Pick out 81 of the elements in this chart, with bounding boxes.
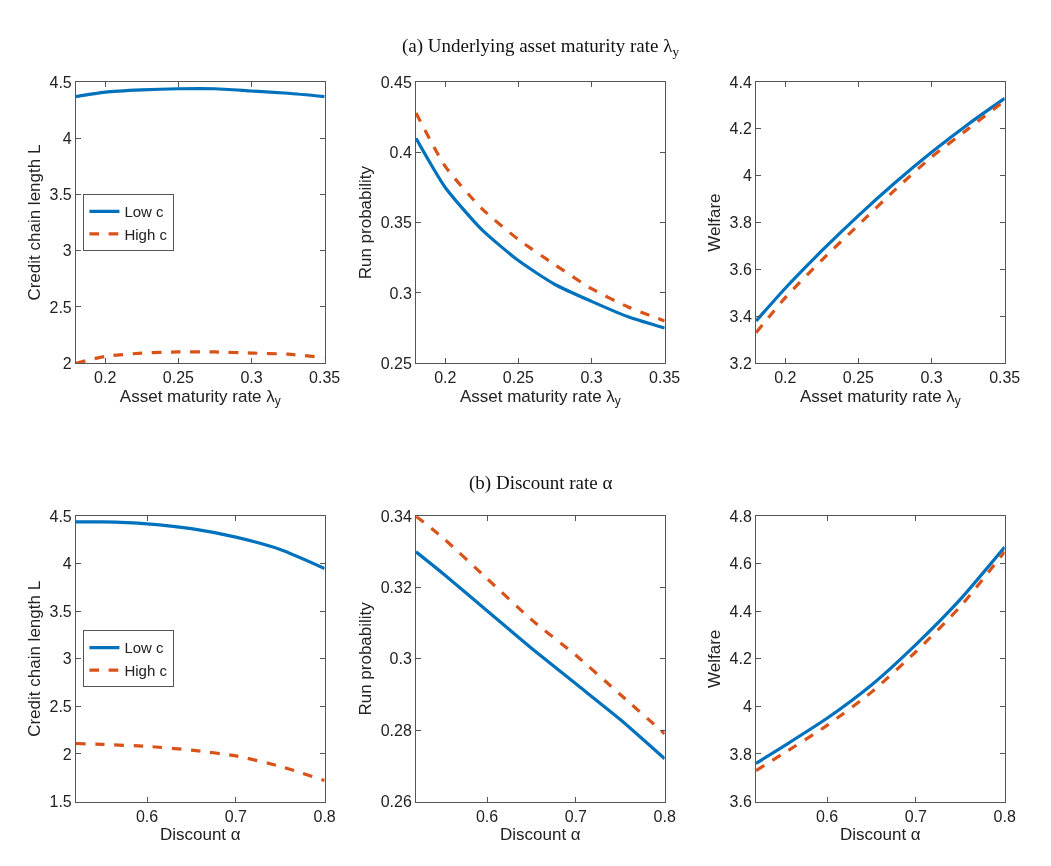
y-tick-label: 3 <box>62 650 72 668</box>
x-axis-title: Asset maturity rate λ$_{y}$ <box>119 386 281 409</box>
y-axis-title: Welfare <box>705 629 725 688</box>
y-tick-label: 4.4 <box>729 602 752 620</box>
y-tick-label: 0.32 <box>380 579 412 597</box>
y-tick-label: 3.5 <box>49 602 72 620</box>
x-axis-title: Discount α <box>499 825 581 845</box>
y-tick-label: 4 <box>62 555 72 573</box>
x-tick-label: 0.25 <box>842 369 875 387</box>
y-tick-label: 4 <box>742 167 752 185</box>
y-tick-label: 2 <box>62 745 72 763</box>
x-tick-label: 0.25 <box>162 369 195 387</box>
x-tick-label: 0.35 <box>309 369 341 387</box>
y-tick-label: 0.34 <box>380 507 412 525</box>
x-tick-label: 0.3 <box>920 369 943 387</box>
y-tick-label: 0.35 <box>380 214 412 232</box>
y-tick-label: 3.6 <box>729 793 752 811</box>
x-tick-label: 0.2 <box>774 369 797 387</box>
line-series <box>75 741 325 783</box>
x-tick-label: 0.35 <box>649 369 681 387</box>
legend-label: Low c <box>124 639 165 657</box>
y-tick-label: 4 <box>62 129 72 147</box>
y-tick-label: 0.45 <box>380 73 412 91</box>
chart-title: (a) Underlying asset maturity rate λ$_{y}$ <box>402 35 680 59</box>
y-tick-label: 3.8 <box>729 214 752 232</box>
y-tick-label: 4 <box>742 698 752 716</box>
chart-title: (b) Discount rate α <box>469 472 613 494</box>
y-tick-label: 2 <box>62 354 72 372</box>
x-axis-title: Asset maturity rate λ$_{y}$ <box>799 386 961 409</box>
x-tick-label: 0.2 <box>94 369 117 387</box>
x-tick-label: 0.8 <box>313 807 336 825</box>
line-series <box>75 520 325 571</box>
y-axis-title: Credit chain length L <box>25 580 45 737</box>
y-tick-label: 1.5 <box>49 793 72 811</box>
y-tick-label: 3.5 <box>49 186 72 204</box>
y-tick-label: 4.4 <box>729 73 752 91</box>
x-tick-label: 0.6 <box>475 807 499 825</box>
x-tick-label: 0.8 <box>653 807 676 825</box>
y-axis-title: Welfare <box>705 193 725 252</box>
y-tick-label: 4.8 <box>729 507 752 525</box>
y-tick-label: 3.2 <box>729 354 752 372</box>
y-tick-label: 2.5 <box>49 698 72 716</box>
y-tick-label: 3.4 <box>729 307 752 325</box>
x-tick-label: 0.8 <box>993 807 1016 825</box>
y-tick-label: 3.6 <box>729 261 752 279</box>
y-axis-title: Run probability <box>356 601 376 716</box>
x-tick-label: 0.3 <box>580 369 603 387</box>
y-tick-label: 4.2 <box>729 650 752 668</box>
x-tick-label: 0.35 <box>989 369 1021 387</box>
y-tick-label: 0.25 <box>380 354 412 372</box>
y-axis-title: Credit chain length L <box>25 144 45 301</box>
line-series <box>416 550 665 761</box>
x-axis-title: Asset maturity rate λ$_{y}$ <box>459 386 621 409</box>
x-tick-label: 0.2 <box>434 369 457 387</box>
x-tick-label: 0.6 <box>135 807 159 825</box>
x-axis-title: Discount α <box>159 825 241 845</box>
x-tick-label: 0.25 <box>502 369 535 387</box>
y-tick-label: 4.2 <box>729 120 752 138</box>
x-tick-label: 0.7 <box>224 807 248 825</box>
y-tick-label: 3.8 <box>729 745 752 763</box>
x-tick-label: 0.7 <box>904 807 928 825</box>
line-series <box>416 516 665 736</box>
x-tick-label: 0.3 <box>240 369 263 387</box>
x-axis-title: Discount α <box>840 825 921 845</box>
y-axis-title: Run probability <box>356 165 376 280</box>
y-tick-label: 4.5 <box>49 507 72 525</box>
y-tick-label: 0.3 <box>389 650 412 668</box>
legend-label: Low c <box>124 203 165 221</box>
legend-label: High c <box>124 225 168 243</box>
y-tick-label: 4.6 <box>729 555 752 573</box>
y-tick-label: 3 <box>62 242 72 260</box>
y-tick-label: 2.5 <box>49 298 72 316</box>
y-tick-label: 0.26 <box>380 793 412 811</box>
legend-label: High c <box>124 661 168 679</box>
x-tick-label: 0.7 <box>564 807 588 825</box>
line-series <box>75 87 325 99</box>
y-tick-label: 0.3 <box>389 284 412 302</box>
x-tick-label: 0.6 <box>815 807 839 825</box>
y-tick-label: 0.4 <box>389 143 412 161</box>
y-tick-label: 4.5 <box>49 73 72 91</box>
y-tick-label: 0.28 <box>380 721 412 739</box>
